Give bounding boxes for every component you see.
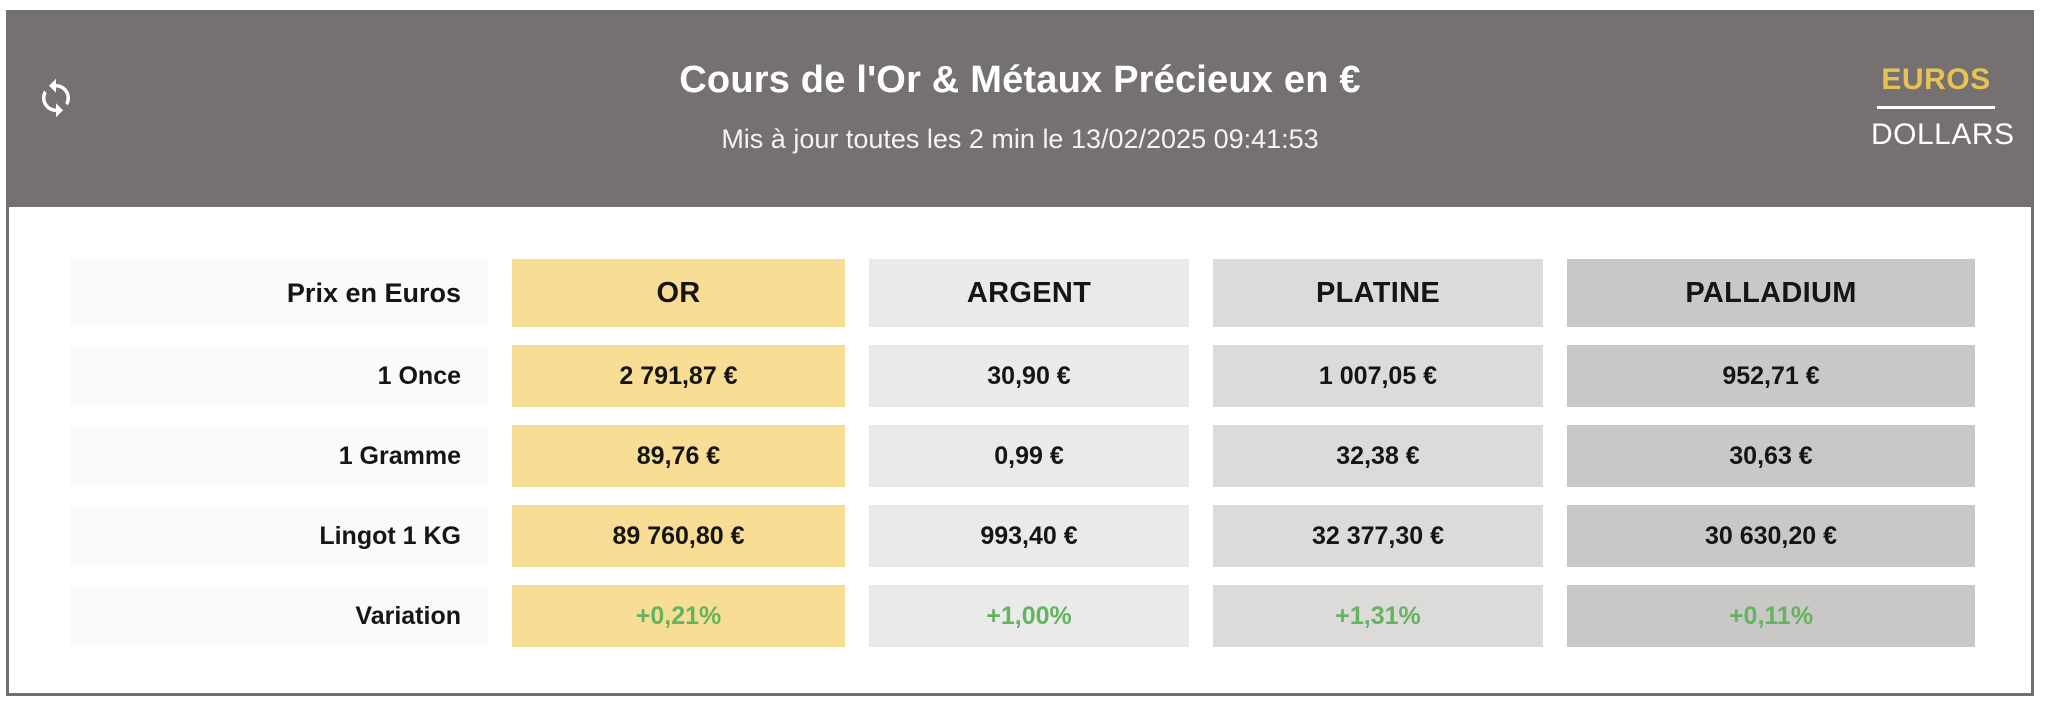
widget-header: Cours de l'Or & Métaux Précieux en € Mis… bbox=[9, 13, 2031, 207]
table-corner-label: Prix en Euros bbox=[70, 259, 488, 327]
refresh-icon bbox=[35, 77, 81, 119]
refresh-button[interactable] bbox=[35, 75, 81, 121]
row-label-once: 1 Once bbox=[70, 345, 488, 407]
cell-gramme-platine: 32,38 € bbox=[1213, 425, 1543, 487]
currency-divider bbox=[1877, 106, 1995, 109]
cell-lingot-argent: 993,40 € bbox=[869, 505, 1189, 567]
cell-variation-palladium: +0,11% bbox=[1567, 585, 1975, 647]
cell-once-argent: 30,90 € bbox=[869, 345, 1189, 407]
cell-variation-or: +0,21% bbox=[512, 585, 845, 647]
currency-option-euros[interactable]: EUROS bbox=[1881, 63, 1991, 96]
column-header-argent: ARGENT bbox=[869, 259, 1189, 327]
column-header-platine: PLATINE bbox=[1213, 259, 1543, 327]
cell-lingot-or: 89 760,80 € bbox=[512, 505, 845, 567]
currency-toggle: EUROS DOLLARS bbox=[1871, 63, 2015, 151]
price-table: Prix en Euros OR ARGENT PLATINE PALLADIUM 1 O… bbox=[70, 259, 2031, 647]
page-title: Cours de l'Or & Métaux Précieux en € bbox=[679, 59, 1361, 101]
row-label-gramme: 1 Gramme bbox=[70, 425, 488, 487]
cell-once-palladium: 952,71 € bbox=[1567, 345, 1975, 407]
cell-gramme-argent: 0,99 € bbox=[869, 425, 1189, 487]
cell-once-platine: 1 007,05 € bbox=[1213, 345, 1543, 407]
cell-lingot-platine: 32 377,30 € bbox=[1213, 505, 1543, 567]
widget-body: Prix en Euros OR ARGENT PLATINE PALLADIUM 1 O… bbox=[9, 207, 2031, 647]
cell-once-or: 2 791,87 € bbox=[512, 345, 845, 407]
header-titles: Cours de l'Or & Métaux Précieux en € Mis… bbox=[9, 13, 2031, 155]
gold-price-widget: Cours de l'Or & Métaux Précieux en € Mis… bbox=[6, 10, 2034, 696]
last-updated-text: Mis à jour toutes les 2 min le 13/02/202… bbox=[721, 124, 1319, 154]
row-label-variation: Variation bbox=[70, 585, 488, 647]
row-label-lingot: Lingot 1 KG bbox=[70, 505, 488, 567]
cell-gramme-palladium: 30,63 € bbox=[1567, 425, 1975, 487]
column-header-palladium: PALLADIUM bbox=[1567, 259, 1975, 327]
currency-option-dollars[interactable]: DOLLARS bbox=[1871, 118, 2015, 151]
column-header-or: OR bbox=[512, 259, 845, 327]
cell-variation-argent: +1,00% bbox=[869, 585, 1189, 647]
cell-lingot-palladium: 30 630,20 € bbox=[1567, 505, 1975, 567]
cell-gramme-or: 89,76 € bbox=[512, 425, 845, 487]
cell-variation-platine: +1,31% bbox=[1213, 585, 1543, 647]
